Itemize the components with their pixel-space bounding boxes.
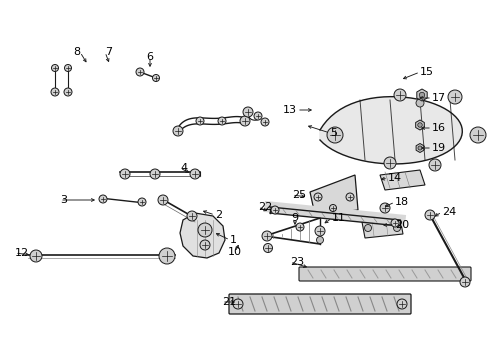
Circle shape — [173, 126, 183, 136]
Circle shape — [51, 88, 59, 96]
Circle shape — [329, 204, 336, 211]
Text: 2: 2 — [215, 210, 222, 220]
Circle shape — [158, 195, 168, 205]
Text: 3: 3 — [60, 195, 67, 205]
Circle shape — [159, 248, 175, 264]
Text: 4: 4 — [180, 163, 187, 173]
Circle shape — [424, 210, 434, 220]
Circle shape — [295, 223, 304, 231]
Text: 12: 12 — [15, 248, 29, 258]
Circle shape — [243, 107, 252, 117]
Circle shape — [469, 127, 485, 143]
Circle shape — [346, 193, 353, 201]
Circle shape — [396, 299, 406, 309]
Circle shape — [270, 206, 279, 214]
Text: 5: 5 — [329, 128, 336, 138]
Circle shape — [428, 159, 440, 171]
Text: 20: 20 — [394, 220, 408, 230]
Polygon shape — [319, 96, 461, 164]
FancyBboxPatch shape — [298, 267, 470, 281]
Circle shape — [379, 203, 389, 213]
Circle shape — [326, 127, 342, 143]
Text: 8: 8 — [73, 47, 80, 57]
Circle shape — [314, 226, 325, 236]
Circle shape — [152, 75, 159, 81]
Text: 25: 25 — [291, 190, 305, 200]
Text: 1: 1 — [229, 235, 237, 245]
Polygon shape — [415, 120, 424, 130]
Circle shape — [150, 169, 160, 179]
Circle shape — [64, 64, 71, 72]
Circle shape — [393, 89, 405, 101]
Text: 15: 15 — [419, 67, 433, 77]
Circle shape — [364, 225, 371, 231]
Text: 9: 9 — [291, 213, 298, 223]
Text: 19: 19 — [431, 143, 445, 153]
Circle shape — [198, 223, 212, 237]
Text: 18: 18 — [394, 197, 408, 207]
Circle shape — [200, 240, 209, 250]
Text: 24: 24 — [441, 207, 455, 217]
Text: 10: 10 — [227, 247, 242, 257]
Circle shape — [138, 198, 146, 206]
Text: 13: 13 — [283, 105, 296, 115]
Text: 7: 7 — [105, 47, 112, 57]
Polygon shape — [379, 170, 424, 190]
Circle shape — [393, 225, 400, 231]
Circle shape — [418, 92, 424, 98]
Polygon shape — [309, 175, 357, 215]
Text: 21: 21 — [222, 297, 236, 307]
Polygon shape — [415, 144, 423, 153]
Circle shape — [253, 112, 262, 120]
Circle shape — [417, 146, 421, 150]
Circle shape — [415, 99, 423, 107]
Circle shape — [316, 237, 323, 243]
Text: 17: 17 — [431, 93, 445, 103]
Polygon shape — [361, 218, 402, 238]
Circle shape — [64, 88, 72, 96]
Circle shape — [232, 299, 243, 309]
FancyBboxPatch shape — [228, 294, 410, 314]
Circle shape — [190, 169, 200, 179]
Circle shape — [99, 195, 107, 203]
Circle shape — [186, 211, 197, 221]
Circle shape — [383, 157, 395, 169]
Circle shape — [390, 219, 398, 227]
Circle shape — [313, 193, 321, 201]
Text: 16: 16 — [431, 123, 445, 133]
Polygon shape — [180, 213, 224, 258]
Circle shape — [240, 116, 249, 126]
Polygon shape — [416, 89, 427, 101]
Circle shape — [51, 64, 59, 72]
Circle shape — [196, 117, 203, 125]
Circle shape — [30, 250, 42, 262]
Circle shape — [262, 231, 271, 241]
Circle shape — [263, 243, 272, 252]
Text: 6: 6 — [146, 52, 153, 62]
Text: 14: 14 — [387, 173, 401, 183]
Circle shape — [447, 90, 461, 104]
Circle shape — [120, 169, 130, 179]
Circle shape — [261, 118, 268, 126]
Text: 23: 23 — [289, 257, 304, 267]
Circle shape — [459, 277, 469, 287]
Text: 11: 11 — [331, 213, 346, 223]
Circle shape — [417, 123, 421, 127]
Circle shape — [136, 68, 143, 76]
Circle shape — [218, 117, 225, 125]
Text: 22: 22 — [258, 202, 272, 212]
